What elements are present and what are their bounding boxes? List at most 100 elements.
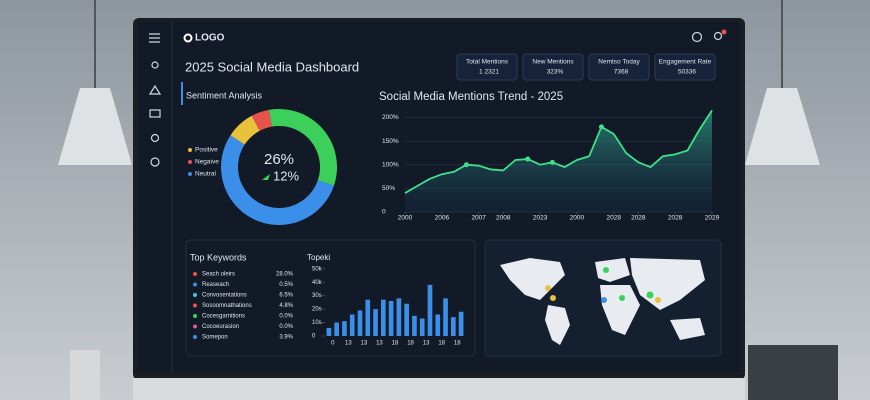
- donut-segment: [251, 109, 272, 131]
- kpi-label: Total Mentions: [466, 59, 509, 66]
- kpi-card[interactable]: [654, 53, 716, 81]
- user-icon[interactable]: [151, 61, 159, 69]
- y-tick-label: 150%: [382, 138, 399, 145]
- x-tick-label: 2000: [398, 215, 413, 222]
- bar: [388, 301, 394, 336]
- keyword-value: 28.0%: [276, 272, 294, 278]
- x-tick-label: 13: [376, 341, 383, 347]
- lamp: [58, 88, 132, 165]
- x-tick-label: 2028: [631, 215, 646, 222]
- y-tick-label: 0: [312, 334, 316, 340]
- profile-icon[interactable]: [150, 133, 160, 143]
- y-tick-label: 0: [382, 209, 386, 216]
- pin[interactable]: [601, 297, 607, 303]
- kpi-value: 1 2321: [479, 69, 499, 76]
- kpi-label: Nemtso Today: [598, 59, 640, 66]
- bar: [326, 327, 332, 336]
- bar: [427, 284, 433, 336]
- keyword-dot: [193, 272, 197, 276]
- y-tick-label: 50%: [382, 185, 395, 192]
- bar: [404, 303, 409, 336]
- x-tick-label: 2029: [705, 215, 720, 222]
- legend-dot: [188, 172, 192, 176]
- kpi-card[interactable]: [456, 53, 518, 81]
- home-icon[interactable]: [148, 84, 162, 95]
- donut-segment: [221, 135, 334, 225]
- donut-segment: [230, 115, 260, 145]
- point: [598, 124, 604, 130]
- y-tick-label: 20s: [312, 307, 322, 313]
- y-tick-label: 50k: [312, 266, 323, 272]
- keyword-dot: [193, 314, 197, 318]
- legend-label: Negaive: [195, 159, 219, 166]
- mail-icon[interactable]: [149, 109, 161, 118]
- bar: [396, 298, 402, 336]
- x-tick-label: 2006: [435, 215, 450, 222]
- pin-icon[interactable]: [150, 157, 160, 167]
- lamp: [745, 88, 820, 165]
- line: [404, 109, 713, 194]
- x-tick-label: 18: [407, 341, 414, 347]
- pin[interactable]: [545, 285, 551, 291]
- x-tick-label: 13: [345, 341, 352, 347]
- panel-title: Social Media Mentions Trend - 2025: [379, 91, 563, 103]
- keyword-dot: [193, 335, 197, 339]
- bar: [412, 315, 417, 336]
- point: [525, 156, 531, 162]
- keyword-dot: [193, 293, 197, 297]
- area: [405, 110, 712, 212]
- bar: [458, 311, 464, 336]
- x-tick-label: 13: [423, 341, 430, 347]
- keyword-name: Reaseach: [202, 282, 229, 288]
- legend-dot: [188, 160, 192, 164]
- donut-center: 12%: [273, 168, 299, 183]
- australia: [670, 318, 705, 340]
- kpi-label: Engagement Rate: [659, 59, 712, 66]
- kpi-label: New Mentions: [532, 59, 574, 66]
- bar: [451, 317, 456, 336]
- africa: [600, 285, 640, 335]
- keyword-value: 0.5%: [279, 282, 293, 288]
- kpi-card[interactable]: [588, 53, 650, 81]
- search-icon[interactable]: [691, 31, 703, 43]
- kpi-value: 50336: [678, 69, 696, 76]
- account-icon[interactable]: [713, 31, 723, 41]
- donut-center: 26%: [264, 151, 294, 168]
- menu-icon[interactable]: [149, 33, 160, 43]
- keyword-name: Convosentations: [202, 293, 247, 299]
- pin[interactable]: [619, 295, 625, 301]
- bar: [357, 310, 363, 336]
- kpi-value: 323%: [547, 69, 564, 76]
- y-tick-label: 100%: [382, 161, 399, 168]
- bar: [435, 314, 441, 336]
- keyword-value: 0.0%: [279, 314, 293, 320]
- y-tick-label: 40k: [312, 280, 323, 286]
- bar: [334, 322, 339, 336]
- legend-label: Neutral: [195, 171, 217, 178]
- panel-title: Top Keywords: [190, 252, 247, 262]
- x-tick-label: 2028: [607, 215, 622, 222]
- logo: LOGO: [195, 33, 225, 44]
- pin[interactable]: [655, 297, 661, 303]
- keyword-name: Cocoeurasion: [202, 324, 239, 330]
- south-america: [545, 305, 570, 345]
- x-tick-label: 18: [454, 341, 461, 347]
- keyword-dot: [193, 324, 197, 329]
- pin[interactable]: [550, 295, 556, 301]
- notification-dot: [721, 29, 727, 35]
- books: [70, 350, 100, 400]
- legend-dot: [188, 148, 192, 152]
- point: [549, 159, 555, 165]
- monitor-base: [133, 378, 745, 400]
- kpi-card[interactable]: [522, 53, 584, 81]
- keyword-name: Cocesgarnitions: [202, 314, 245, 320]
- x-tick-label: 18: [438, 341, 445, 347]
- kpi-value: 7368: [614, 69, 629, 76]
- x-tick-label: 13: [361, 341, 368, 347]
- x-tick-label: 0: [331, 341, 335, 347]
- pin[interactable]: [646, 291, 654, 299]
- pin[interactable]: [603, 267, 609, 273]
- bar: [373, 309, 378, 336]
